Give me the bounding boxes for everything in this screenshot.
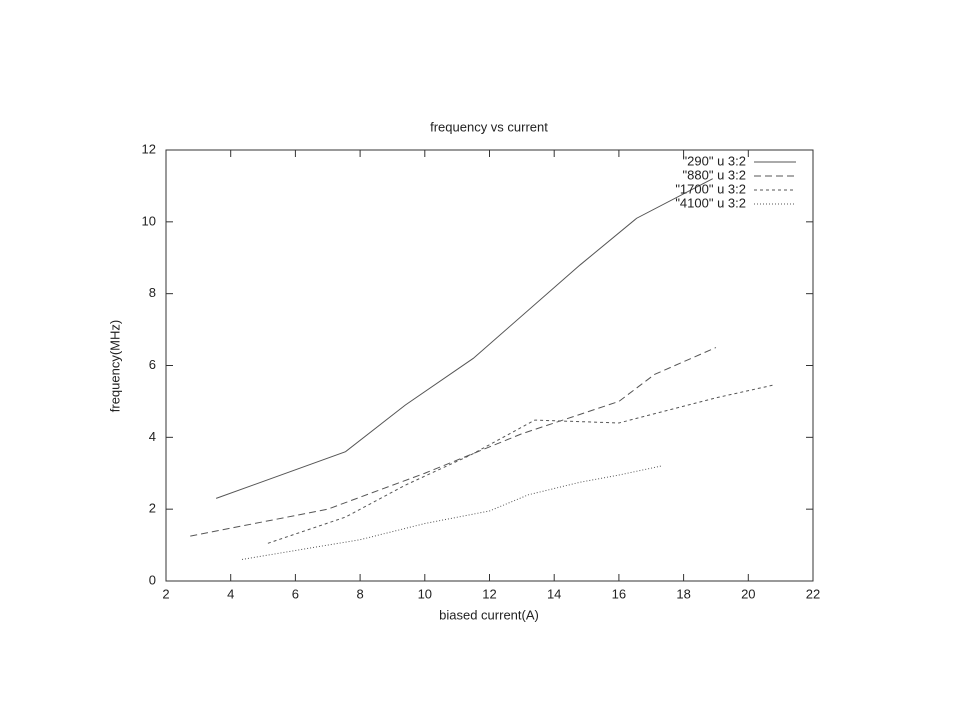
y-tick-label: 6 — [149, 357, 156, 372]
x-tick-label: 2 — [162, 586, 169, 601]
x-tick-label: 6 — [292, 586, 299, 601]
x-tick-label: 10 — [418, 586, 432, 601]
y-tick-label: 4 — [149, 429, 156, 444]
x-tick-label: 8 — [356, 586, 363, 601]
y-tick-label: 0 — [149, 572, 156, 587]
x-tick-label: 20 — [741, 586, 755, 601]
series-line — [215, 178, 713, 499]
y-tick-label: 2 — [149, 501, 156, 516]
chart-title: frequency vs current — [430, 119, 548, 134]
x-tick-label: 18 — [676, 586, 690, 601]
legend-label: "1700" u 3:2 — [675, 181, 746, 196]
y-tick-label: 10 — [142, 213, 156, 228]
legend-label: "4100" u 3:2 — [675, 195, 746, 210]
x-tick-label: 22 — [806, 586, 820, 601]
y-tick-label: 8 — [149, 285, 156, 300]
x-tick-label: 16 — [612, 586, 626, 601]
x-tick-label: 14 — [547, 586, 561, 601]
series-line — [190, 347, 717, 537]
series-line — [241, 465, 662, 560]
x-tick-label: 12 — [482, 586, 496, 601]
y-axis-label: frequency(MHz) — [107, 320, 122, 412]
x-tick-label: 4 — [227, 586, 234, 601]
legend-label: "290" u 3:2 — [683, 153, 746, 168]
series-line — [267, 384, 773, 544]
x-axis-label: biased current(A) — [439, 607, 539, 622]
y-tick-label: 12 — [142, 141, 156, 156]
legend-label: "880" u 3:2 — [683, 167, 746, 182]
plot-frame — [165, 149, 814, 582]
